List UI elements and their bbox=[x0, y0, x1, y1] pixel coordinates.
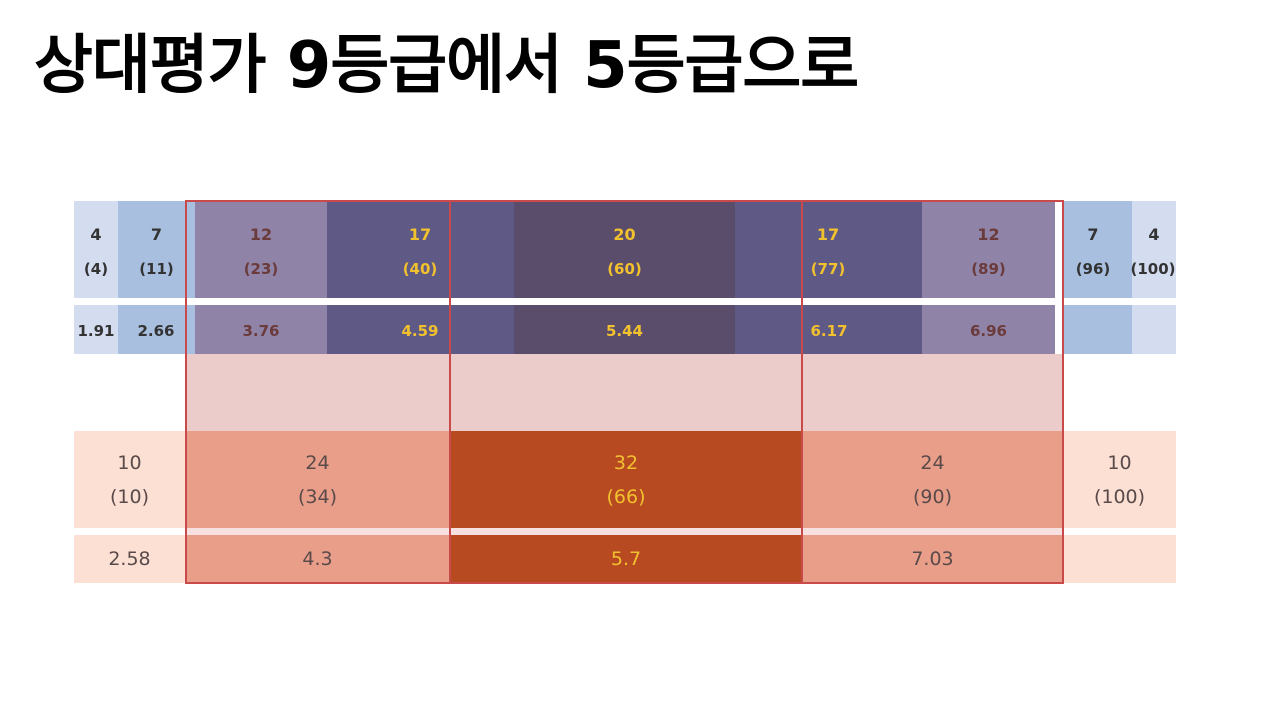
nine-grade-9-cell bbox=[1132, 201, 1176, 298]
page-title: 상대평가 9등급에서 5등급으로 bbox=[34, 29, 859, 103]
five-cutoff-1-cell bbox=[74, 535, 185, 583]
five-grade-4-pct: 24 bbox=[920, 452, 945, 474]
nine-grade-9-cum: (100) bbox=[1130, 260, 1176, 278]
nine-grade-2-cell bbox=[118, 201, 195, 298]
nine-cutoff-5: 5.44 bbox=[605, 322, 643, 340]
five-grade-1-pct: 10 bbox=[117, 452, 142, 474]
nine-cutoff-6-cell bbox=[735, 305, 922, 354]
nine-cutoff-5-cell bbox=[514, 305, 735, 354]
nine-grade-9-pct: 4 bbox=[1148, 225, 1160, 244]
gap-strip bbox=[185, 528, 1063, 535]
nine-cutoff-2-cell bbox=[118, 305, 195, 354]
nine-cutoff-7: 6.96 bbox=[969, 322, 1007, 340]
nine-grade-8-pct: 7 bbox=[1087, 225, 1099, 244]
five-grade-2-cell bbox=[185, 431, 450, 528]
nine-grade-4-pct: 17 bbox=[408, 225, 432, 244]
nine-grade-7-cell bbox=[922, 201, 1055, 298]
five-grade-3-pct: 32 bbox=[613, 452, 639, 474]
nine-grade-1-cell bbox=[74, 201, 118, 298]
nine-grade-5-cell bbox=[514, 201, 735, 298]
five-grade-2-cum: (34) bbox=[297, 486, 337, 508]
five-cutoff-4-cell bbox=[802, 535, 1063, 583]
nine-grade-5-pct: 20 bbox=[613, 225, 636, 244]
five-grade-3-cum: (66) bbox=[606, 486, 646, 508]
five-grade-1-cell bbox=[74, 431, 185, 528]
five-cutoff-1: 2.58 bbox=[108, 548, 151, 570]
nine-grade-6-cum: (77) bbox=[810, 260, 846, 278]
nine-grade-3-cell bbox=[195, 201, 327, 298]
nine-grade-6-cell bbox=[735, 201, 922, 298]
five-grade-3-cell bbox=[450, 431, 802, 528]
nine-cutoff-9-cell bbox=[1132, 305, 1176, 354]
nine-cutoff-4-cell bbox=[327, 305, 514, 354]
nine-cutoff-2: 2.66 bbox=[137, 322, 175, 340]
nine-grade-2-pct: 7 bbox=[150, 225, 163, 244]
nine-cutoff-6: 6.17 bbox=[810, 322, 848, 340]
nine-cutoff-4: 4.59 bbox=[401, 322, 439, 340]
nine-grade-4-cum: (40) bbox=[402, 260, 438, 278]
five-grade-5-pct: 10 bbox=[1107, 452, 1132, 474]
five-cutoff-2-cell bbox=[185, 535, 450, 583]
nine-cutoff-1: 1.91 bbox=[77, 322, 115, 340]
nine-grade-7-cum: (89) bbox=[971, 260, 1006, 278]
nine-grade-8-cell bbox=[1062, 201, 1132, 298]
nine-cutoff-1-cell bbox=[74, 305, 118, 354]
five-cutoff-3-cell bbox=[450, 535, 802, 583]
nine-grade-3-pct: 12 bbox=[249, 225, 273, 244]
nine-grade-3-cum: (23) bbox=[243, 260, 279, 278]
five-grade-1-cum: (10) bbox=[109, 486, 149, 508]
five-grade-4-cum: (90) bbox=[912, 486, 952, 508]
five-grade-2-pct: 24 bbox=[305, 452, 330, 474]
five-grade-5-cell bbox=[1063, 431, 1176, 528]
nine-grade-2-cum: (11) bbox=[139, 260, 174, 278]
nine-cutoff-8-cell bbox=[1062, 305, 1132, 354]
nine-cutoff-3-cell bbox=[195, 305, 327, 354]
five-grade-4-cell bbox=[802, 431, 1063, 528]
five-grade-5-cum: (100) bbox=[1093, 486, 1146, 508]
pink-band bbox=[185, 354, 1063, 431]
nine-grade-1-cum: (4) bbox=[83, 260, 109, 278]
nine-grade-7-pct: 12 bbox=[977, 225, 1000, 244]
five-cutoff-3: 5.7 bbox=[610, 548, 642, 570]
five-cutoff-5-cell bbox=[1063, 535, 1176, 583]
nine-grade-6-pct: 17 bbox=[816, 225, 840, 244]
nine-grade-5-cum: (60) bbox=[607, 260, 642, 278]
five-cutoff-2: 4.3 bbox=[302, 548, 333, 570]
nine-cutoff-3: 3.76 bbox=[242, 322, 280, 340]
nine-grade-8-cum: (96) bbox=[1075, 260, 1111, 278]
nine-cutoff-7-cell bbox=[922, 305, 1055, 354]
five-cutoff-4: 7.03 bbox=[911, 548, 954, 570]
nine-grade-1-pct: 4 bbox=[90, 225, 102, 244]
nine-grade-4-cell bbox=[327, 201, 514, 298]
